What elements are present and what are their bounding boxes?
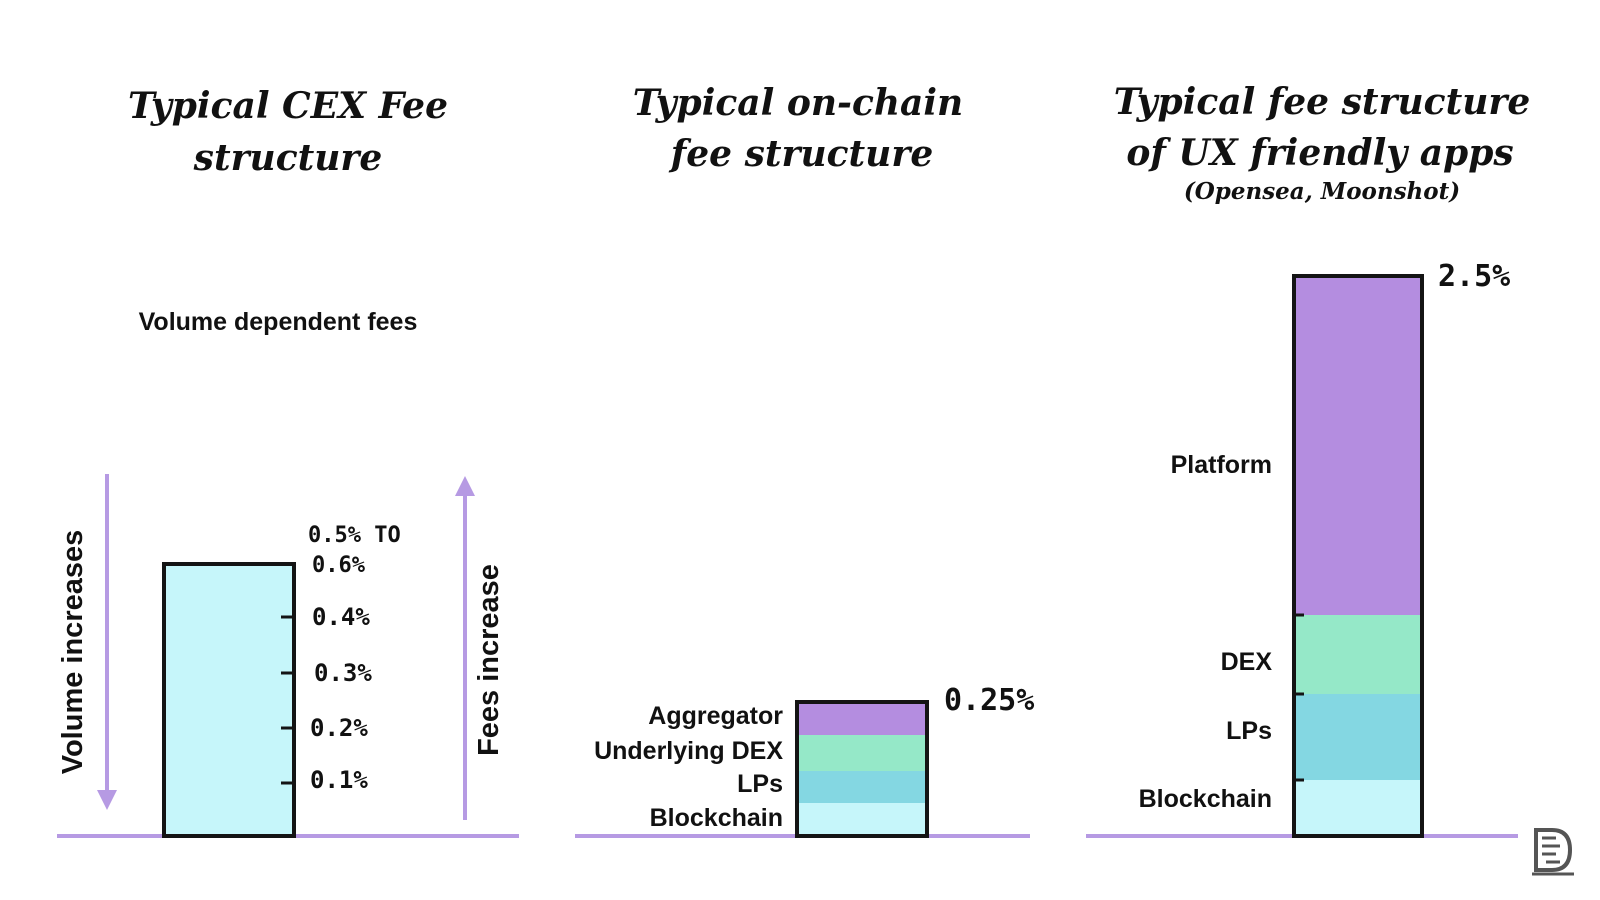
cex-tick-label-01: 0.1% <box>310 766 368 794</box>
ux-layer-blockchain <box>1294 780 1422 836</box>
onchain-layer-dex <box>797 735 927 771</box>
ux-label-lps: LPs <box>1226 717 1272 745</box>
ux-label-blockchain: Blockchain <box>1139 785 1272 813</box>
onchain-layer-lps <box>797 771 927 803</box>
cex-bar <box>162 562 296 838</box>
cex-tick-label-04: 0.4% <box>312 603 370 631</box>
ux-label-platform: Platform <box>1171 451 1272 479</box>
cex-caption: Volume dependent fees <box>139 308 418 336</box>
ux-layer-platform <box>1294 276 1422 615</box>
onchain-title-line1: Typical on-chain <box>633 82 963 124</box>
ux-label-dex: DEX <box>1221 648 1273 676</box>
ux-subtitle: (Opensea, Moonshot) <box>1184 178 1460 205</box>
onchain-title-line2: fee structure <box>668 133 933 175</box>
volume-increases-label: Volume increases <box>57 530 89 774</box>
cex-title-line2: structure <box>193 137 383 179</box>
cex-panel: Typical CEX Fee structure Volume depende… <box>57 85 519 838</box>
cex-title-line1: Typical CEX Fee <box>128 85 448 127</box>
onchain-panel: Typical on-chain fee structure Blockchai… <box>575 82 1034 838</box>
onchain-bar-outline <box>795 700 929 838</box>
onchain-label-lps: LPs <box>737 770 783 798</box>
onchain-label-aggregator: Aggregator <box>648 702 783 730</box>
onchain-label-dex: Underlying DEX <box>594 737 783 765</box>
onchain-label-blockchain: Blockchain <box>650 804 783 832</box>
ux-layer-dex <box>1294 615 1422 694</box>
ux-total-label: 2.5% <box>1438 259 1510 294</box>
cex-tick-label-02: 0.2% <box>310 714 368 742</box>
ux-title-line1: Typical fee structure <box>1114 81 1531 123</box>
cex-top-label-line2: 0.6% <box>312 553 366 578</box>
ux-panel: Typical fee structure of UX friendly app… <box>1086 81 1531 838</box>
cex-tick-label-03: 0.3% <box>314 659 372 687</box>
fees-increase-label: Fees increase <box>473 564 505 756</box>
publisher-logo-icon <box>1532 828 1574 876</box>
ux-title-line2: of UX friendly apps <box>1126 132 1513 174</box>
onchain-layer-aggregator <box>797 702 927 735</box>
ux-bar-outline <box>1292 274 1424 838</box>
onchain-total-label: 0.25% <box>944 683 1034 718</box>
ux-layer-lps <box>1294 694 1422 780</box>
onchain-layer-blockchain <box>797 803 927 836</box>
cex-top-label-line1: 0.5% TO <box>308 523 401 548</box>
